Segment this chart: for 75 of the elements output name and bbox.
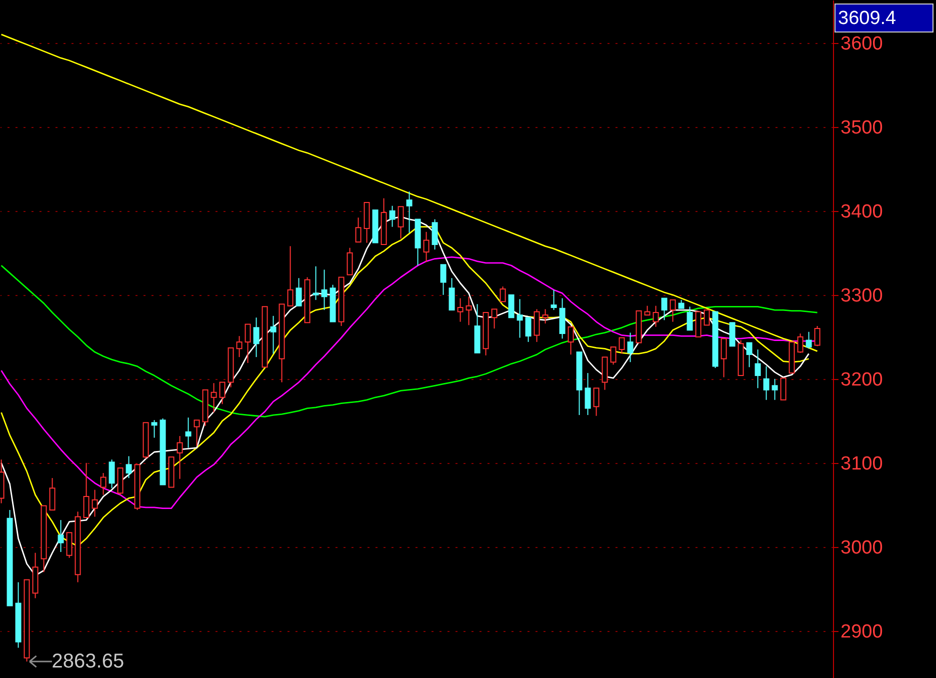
candlestick xyxy=(253,317,260,358)
y-tick-label: 3500 xyxy=(840,117,883,138)
candlestick xyxy=(244,324,251,364)
candlestick xyxy=(772,378,778,400)
candlestick xyxy=(389,205,396,228)
candlestick xyxy=(754,349,761,389)
candlestick xyxy=(457,298,464,322)
candlestick xyxy=(321,269,328,311)
candlestick xyxy=(610,346,616,366)
candlestick xyxy=(704,310,710,326)
candlestick xyxy=(797,333,804,354)
y-tick-label: 3000 xyxy=(840,537,883,558)
candlestick xyxy=(176,436,183,480)
y-tick-label: 3200 xyxy=(840,369,883,390)
candlestick xyxy=(746,342,752,368)
candlestick xyxy=(542,308,548,324)
candlestick xyxy=(568,326,574,356)
candlestick xyxy=(525,317,532,342)
y-tick-label: 3300 xyxy=(840,285,883,306)
candlestick xyxy=(270,315,276,354)
line-series xyxy=(0,264,818,418)
candlestick xyxy=(814,325,820,347)
candlestick xyxy=(66,532,72,558)
candlestick xyxy=(423,231,430,263)
candlestick xyxy=(210,382,217,414)
candlestick xyxy=(500,286,506,302)
candlestick xyxy=(652,305,659,328)
candlestick xyxy=(58,520,64,552)
candlestick xyxy=(126,456,132,479)
candlestick xyxy=(92,489,98,518)
candlestick xyxy=(194,420,200,447)
candlestick xyxy=(466,296,472,326)
candlestick xyxy=(448,278,455,311)
y-tick-label: 2900 xyxy=(840,621,883,642)
candlestick xyxy=(49,478,56,510)
y-tick-label: 3600 xyxy=(840,33,883,54)
candlestick xyxy=(312,266,319,300)
candlestick xyxy=(346,247,353,276)
text: 3609.4 xyxy=(838,8,897,29)
candlestick xyxy=(720,338,727,378)
candlestick xyxy=(508,294,514,318)
y-tick-label: 3100 xyxy=(840,453,883,474)
candlestick xyxy=(355,217,362,242)
candlestick xyxy=(729,322,736,347)
candlestick xyxy=(550,289,557,311)
candlestick xyxy=(670,299,676,322)
candlestick xyxy=(593,388,600,416)
candlestick xyxy=(627,332,634,363)
candlestick xyxy=(618,337,625,354)
annotation: 2863.65 xyxy=(52,650,124,672)
candlestick xyxy=(108,459,115,489)
candlestick xyxy=(491,308,498,329)
line-series xyxy=(0,34,818,352)
candlestick xyxy=(219,382,226,405)
candlestick xyxy=(806,331,812,350)
candlestick xyxy=(584,372,591,416)
candlestick xyxy=(440,264,446,296)
candlestick xyxy=(287,246,294,306)
candlestick xyxy=(296,278,302,306)
candlestick xyxy=(780,378,786,400)
candlestick xyxy=(763,366,770,400)
candlestick xyxy=(534,308,540,342)
candlestick xyxy=(151,420,158,438)
candlestick xyxy=(236,336,242,358)
candlestick xyxy=(516,298,523,338)
candlestick xyxy=(686,306,693,331)
candlestick xyxy=(406,191,412,234)
candlestick xyxy=(432,218,438,250)
candlestick xyxy=(644,305,650,316)
candlestick xyxy=(83,462,90,518)
candlestick xyxy=(661,298,668,321)
candlestick xyxy=(398,206,404,240)
candlestick xyxy=(185,417,192,448)
candlestick xyxy=(100,472,106,496)
y-tick-label: 3400 xyxy=(840,201,883,222)
